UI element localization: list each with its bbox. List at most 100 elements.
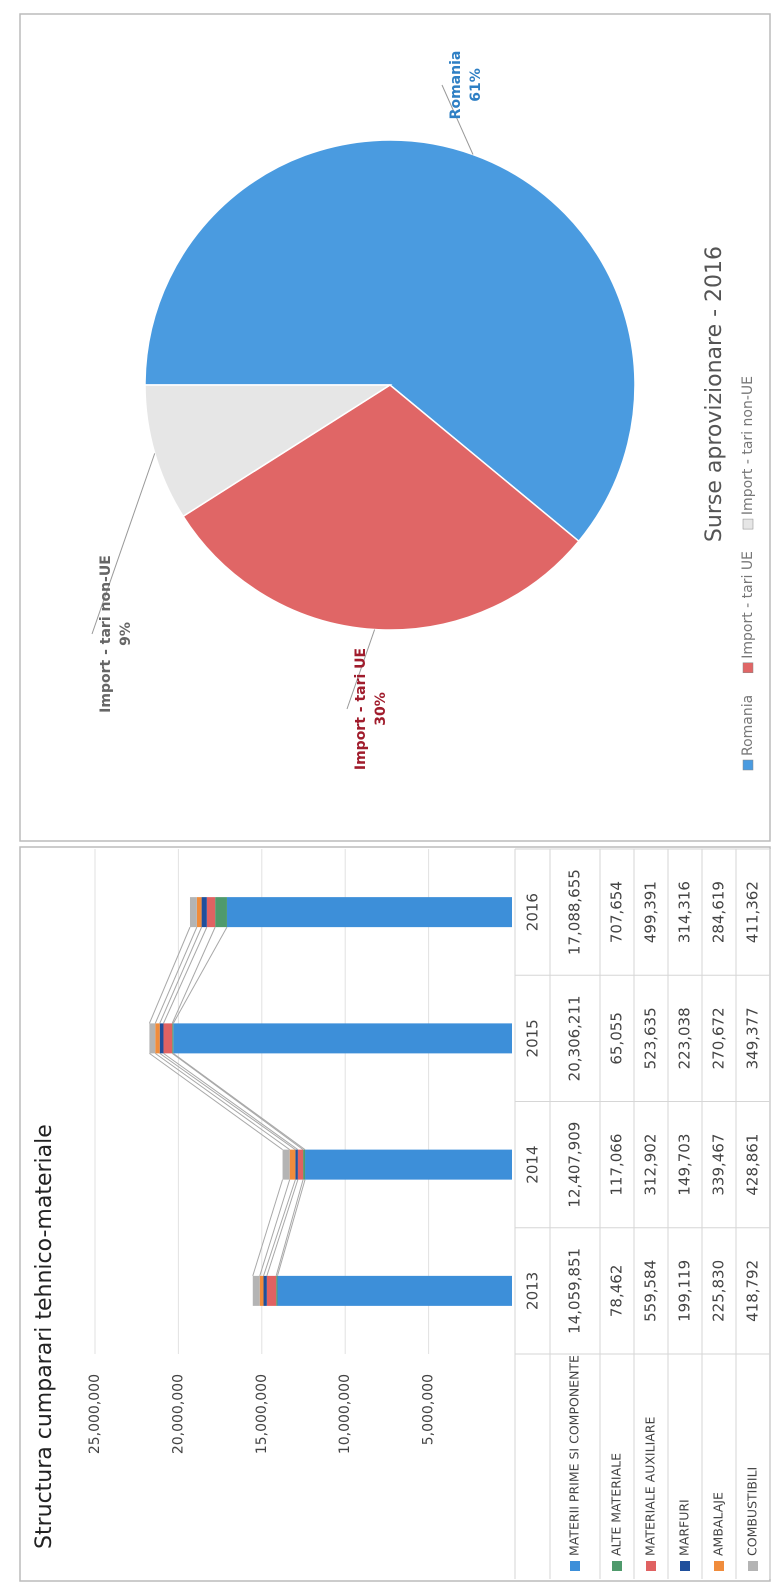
bar-segment [282, 1149, 290, 1180]
table-value: 270,672 [710, 1007, 728, 1069]
table-value: 284,619 [710, 881, 728, 943]
legend-swatch [612, 1561, 622, 1571]
series-line [149, 1052, 283, 1151]
legend-label: Import - tari UE [740, 551, 756, 659]
bar-segment [215, 897, 227, 928]
legend-label: ALTE MATERIALE [609, 1453, 624, 1556]
legend-label: MATERIALE AUXILIARE [643, 1417, 658, 1556]
leader-line [346, 629, 376, 710]
data-label-name: Import - tari non-UE [98, 555, 114, 713]
bar-segment [159, 1023, 164, 1054]
series-line [163, 1052, 299, 1151]
legend-label: Romania [740, 695, 756, 756]
bar-segment [226, 897, 512, 928]
legend-label: MATERII PRIME SI COMPONENTE [567, 1355, 582, 1556]
series-line [252, 1179, 284, 1277]
table-value: 12,407,909 [566, 1122, 584, 1208]
y-tick-label: 20,000,000 [170, 1374, 186, 1454]
y-tick-label: 15,000,000 [254, 1374, 270, 1454]
series-line [263, 1179, 296, 1277]
table-value: 20,306,211 [566, 995, 584, 1081]
x-tick-label: 2015 [524, 1019, 542, 1057]
legend-swatch [646, 1561, 656, 1571]
legend-swatch [742, 662, 754, 674]
table-value: 314,316 [676, 881, 694, 943]
series-line [171, 1052, 304, 1151]
bar-panel [19, 846, 771, 1582]
bar-segment [305, 1149, 512, 1180]
table-value: 14,059,851 [566, 1248, 584, 1334]
bar-segment [295, 1149, 298, 1180]
series-line [148, 926, 191, 1024]
bar-segment [149, 1023, 156, 1054]
table-value: 223,038 [676, 1007, 694, 1069]
series-line [154, 926, 198, 1024]
table-value: 707,654 [608, 881, 626, 943]
series-line [171, 926, 216, 1024]
series-line [159, 1052, 296, 1151]
bar-segment [196, 897, 202, 928]
bar-segment [155, 1023, 160, 1054]
y-tick-label: 10,000,000 [337, 1374, 353, 1454]
series-line [172, 1052, 306, 1151]
pie-slice [144, 384, 393, 518]
series-line [275, 1179, 304, 1277]
table-value: 418,792 [744, 1260, 762, 1322]
x-tick-label: 2014 [524, 1146, 542, 1184]
pie-panel [19, 13, 771, 842]
bar-segment [259, 1275, 264, 1306]
table-value: 312,902 [642, 1134, 660, 1196]
table-value: 411,362 [744, 881, 762, 943]
legend-label: MARFURI [677, 1499, 692, 1556]
legend-swatch [742, 518, 754, 530]
legend-swatch [748, 1561, 758, 1571]
data-label: 9% [118, 622, 134, 646]
legend-label: AMBALAJE [711, 1492, 726, 1556]
table-value: 117,066 [608, 1134, 626, 1196]
legend-swatch [742, 759, 754, 771]
series-line [172, 926, 228, 1024]
leader-line [91, 453, 156, 635]
table-value: 499,391 [642, 881, 660, 943]
data-label-name: Romania [448, 51, 464, 120]
bar-segment [289, 1149, 296, 1180]
table-value: 523,635 [642, 1007, 660, 1069]
legend-swatch [680, 1561, 690, 1571]
series-line [163, 926, 208, 1024]
bar-segment [266, 1275, 277, 1306]
y-tick-label: 5,000,000 [421, 1374, 437, 1445]
bar-segment [172, 1023, 174, 1054]
chart-title: Surse aprovizionare - 2016 [702, 246, 727, 542]
bar-segment [277, 1275, 512, 1306]
legend-label: COMBUSTIBILI [745, 1467, 760, 1556]
series-line [259, 1179, 291, 1277]
x-tick-label: 2013 [524, 1272, 542, 1310]
table-value: 559,584 [642, 1260, 660, 1322]
bar-segment [276, 1275, 278, 1306]
data-label: 30% [373, 692, 389, 726]
table-value: 225,830 [710, 1260, 728, 1322]
table-value: 65,055 [608, 1012, 626, 1065]
series-line [159, 926, 203, 1024]
series-line [266, 1179, 299, 1277]
legend-swatch [714, 1561, 724, 1571]
table-value: 199,119 [676, 1260, 694, 1322]
table-value: 428,861 [744, 1134, 762, 1196]
bar-segment [189, 897, 197, 928]
chart-title: Structura cumparari tehnico-materiale [32, 1124, 57, 1549]
series-line [277, 1179, 306, 1277]
bar-segment [252, 1275, 260, 1306]
legend-swatch [570, 1561, 580, 1571]
bar-segment [263, 1275, 267, 1306]
data-label: 61% [468, 68, 484, 102]
bar-segment [206, 897, 216, 928]
bar-segment [303, 1149, 306, 1180]
bar-segment [173, 1023, 513, 1054]
table-value: 149,703 [676, 1134, 694, 1196]
table-value: 349,377 [744, 1007, 762, 1069]
bar-segment [297, 1149, 304, 1180]
table-value: 17,088,655 [566, 869, 584, 955]
bar-segment [163, 1023, 173, 1054]
